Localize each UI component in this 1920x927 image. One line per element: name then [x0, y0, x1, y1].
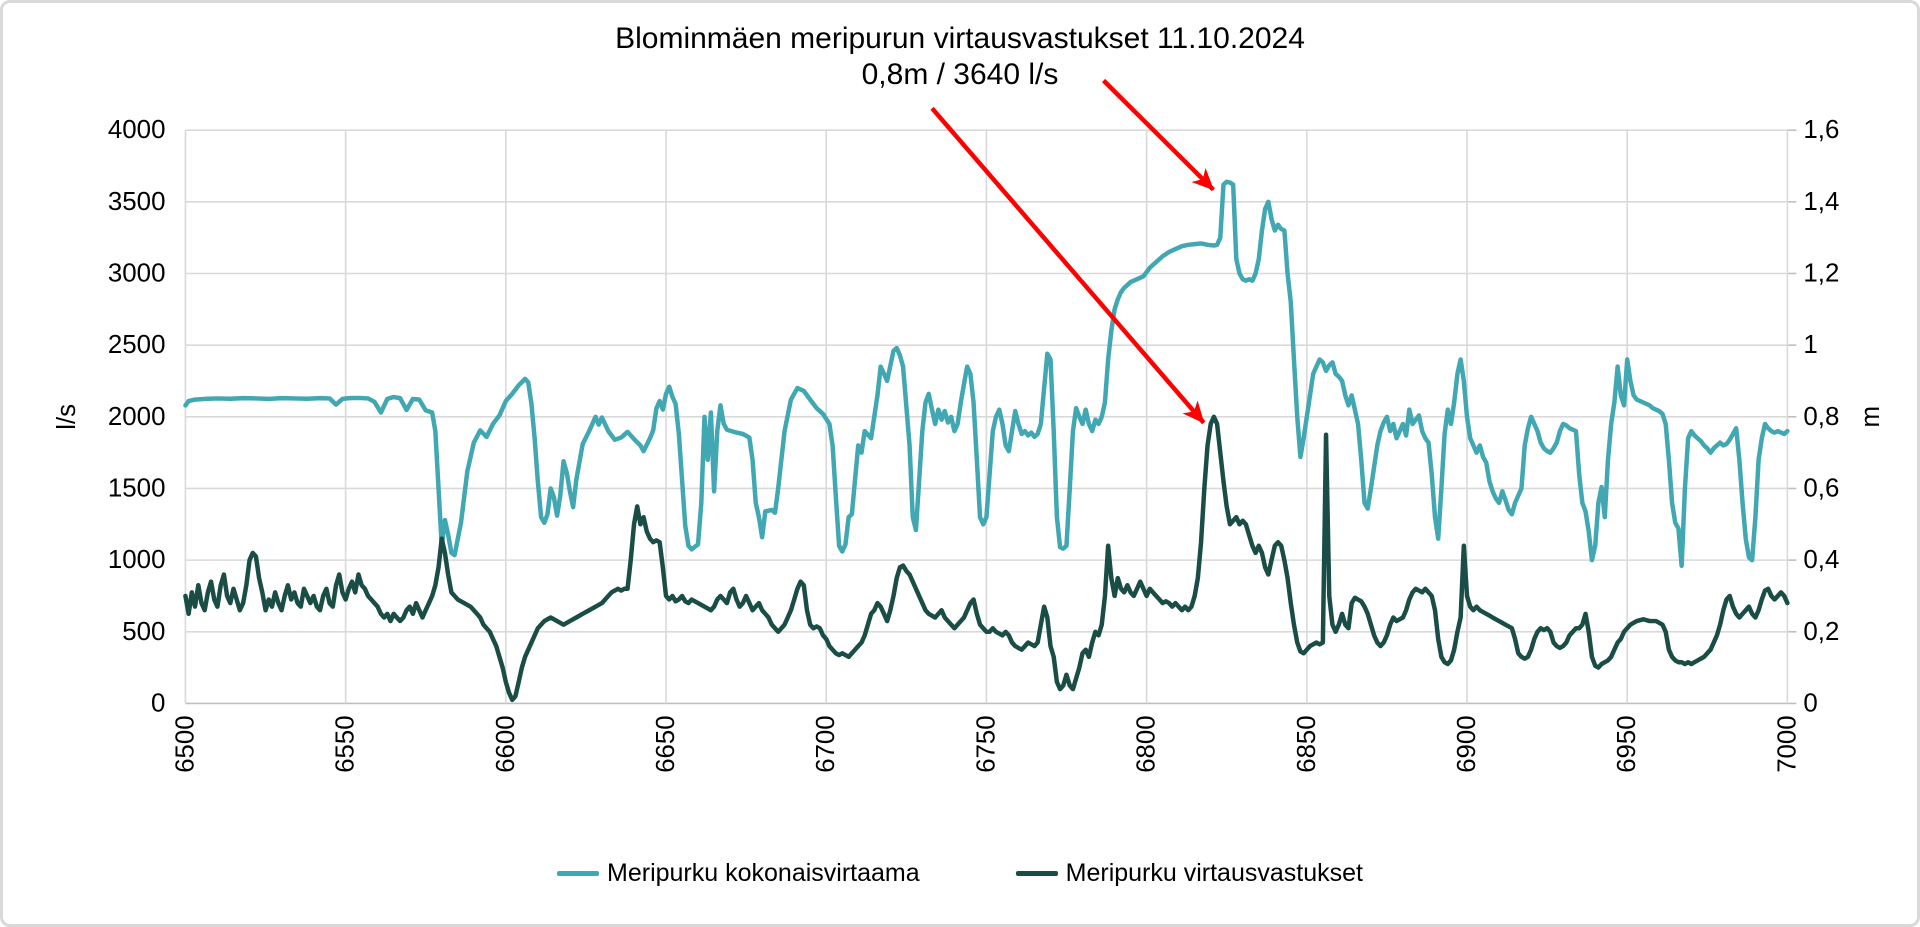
legend-line-swatch-virtausvastukset — [1015, 871, 1058, 876]
x-axis-tick-label: 6800 — [1133, 715, 1161, 772]
legend-label-kokonaisvirtaama: Meripurku kokonaisvirtaama — [607, 859, 920, 887]
x-axis-tick-label: 6550 — [332, 715, 360, 772]
left-axis-tick-label: 500 — [122, 618, 165, 646]
chart-plot-area: 0500100015002000250030003500400000,20,40… — [53, 78, 1885, 773]
left-axis-tick-label: 3000 — [108, 260, 166, 288]
x-axis-tick-label: 6950 — [1613, 715, 1641, 772]
left-axis-tick-label: 0 — [151, 689, 165, 717]
right-axis-tick-label: 1,4 — [1803, 188, 1839, 216]
annotation-arrow — [930, 106, 1206, 425]
series-line-virtausvastukset — [183, 414, 1790, 703]
legend-label-virtausvastukset: Meripurku virtausvastukset — [1065, 859, 1363, 887]
x-axis-tick-label: 6650 — [652, 715, 680, 772]
legend-item-virtausvastukset: Meripurku virtausvastukset — [1015, 859, 1363, 888]
right-axis-tick-label: 0 — [1803, 689, 1817, 717]
right-axis-tick-label: 1 — [1803, 331, 1817, 359]
x-axis-tick-label: 7000 — [1773, 715, 1801, 772]
x-axis-tick-label: 6600 — [492, 715, 520, 772]
left-axis-tick-label: 1000 — [108, 546, 166, 574]
legend-item-kokonaisvirtaama: Meripurku kokonaisvirtaama — [557, 859, 920, 888]
gridlines — [184, 129, 1797, 705]
right-axis-tick-labels: 0 0,2 0,4 0,6 0,8 1 1,2 1,4 1,6 — [1803, 116, 1839, 717]
legend-line-swatch-kokonaisvirtaama — [557, 871, 600, 876]
x-axis-tick-label: 6700 — [812, 715, 840, 772]
right-axis-tick-label: 0,2 — [1803, 618, 1839, 646]
right-axis-title: m — [1857, 406, 1885, 428]
annotation-arrow — [1101, 78, 1215, 192]
x-axis-tick-label: 6750 — [972, 715, 1000, 772]
x-axis-tick-label: 6500 — [171, 715, 199, 772]
left-axis-tick-label: 2500 — [108, 331, 166, 359]
legend: Meripurku kokonaisvirtaama Meripurku vir… — [3, 859, 1917, 888]
right-axis-tick-label: 0,8 — [1803, 403, 1839, 431]
x-axis-tick-label: 6900 — [1453, 715, 1481, 772]
x-axis-tick-label: 6850 — [1293, 715, 1321, 772]
left-axis-tick-label: 1500 — [108, 474, 166, 502]
right-axis-tick-label: 1,6 — [1803, 116, 1839, 144]
right-axis-tick-label: 1,2 — [1803, 260, 1839, 288]
right-axis-tick-label: 0,4 — [1803, 546, 1839, 574]
right-axis-tick-label: 0,6 — [1803, 474, 1839, 502]
left-axis-tick-label: 3500 — [108, 188, 166, 216]
left-axis-tick-label: 4000 — [108, 116, 166, 144]
left-axis-title: l/s — [53, 404, 81, 430]
left-axis-tick-label: 2000 — [108, 403, 166, 431]
series-line-kokonaisvirtaama — [183, 179, 1790, 569]
x-axis-tick-labels: 6500 6550 6600 6650 6700 6750 6800 6850 6900 6950… — [171, 715, 1801, 772]
left-axis-tick-labels: 0 500 1000 1500 2000 2500 3000 3500 4000 — [108, 116, 166, 717]
